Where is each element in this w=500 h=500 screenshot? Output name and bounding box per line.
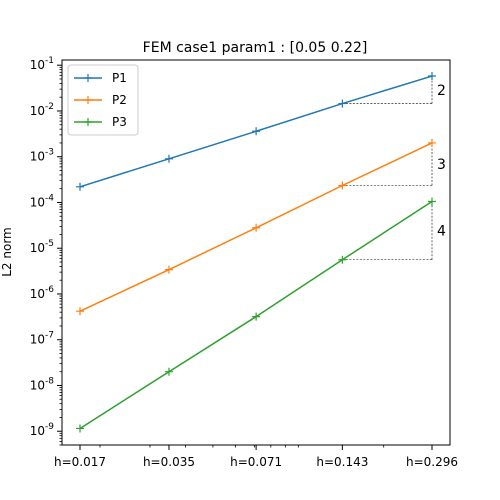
x-tick-label: h=0.017 — [54, 455, 106, 469]
series-P1 — [76, 72, 436, 191]
legend-marker — [84, 74, 92, 82]
series-P2 — [76, 138, 436, 316]
data-point — [428, 138, 436, 147]
data-point — [76, 307, 84, 316]
data-point — [76, 424, 84, 433]
y-axis-label: L2 norm — [0, 227, 14, 277]
data-point — [252, 312, 261, 321]
slope-label: 4 — [437, 224, 446, 240]
series-P3 — [76, 197, 436, 433]
axes: h=0.017 h=0.035 h=0.071 h=0.143 h=0.29610-91… — [30, 56, 458, 469]
legend-label: P1 — [112, 71, 127, 85]
slope-label: 3 — [437, 157, 446, 173]
x-tick-label: h=0.143 — [316, 455, 368, 469]
series-lines — [76, 72, 436, 433]
legend-label: P2 — [112, 93, 127, 107]
x-tick-label: h=0.071 — [230, 455, 282, 469]
slope-label: 2 — [437, 83, 446, 99]
data-point — [428, 197, 436, 206]
data-point — [338, 255, 347, 264]
data-point — [428, 72, 436, 81]
data-point — [252, 223, 261, 232]
x-tick-label: h=0.035 — [143, 455, 195, 469]
legend-marker — [84, 96, 92, 104]
legend-box — [67, 64, 139, 136]
x-tick-label: h=0.296 — [406, 455, 458, 469]
data-point — [164, 265, 173, 274]
chart-title: FEM case1 param1 : [0.05 0.22] — [143, 40, 368, 56]
plot-frame — [61, 59, 451, 446]
data-point — [76, 182, 84, 191]
data-point — [164, 367, 173, 376]
legend-marker — [84, 118, 92, 126]
data-point — [164, 154, 173, 163]
data-point — [338, 99, 347, 108]
legend-label: P3 — [112, 115, 127, 129]
data-point — [338, 181, 347, 190]
legend: P1 P2 P3 — [67, 64, 139, 136]
data-point — [252, 127, 261, 136]
